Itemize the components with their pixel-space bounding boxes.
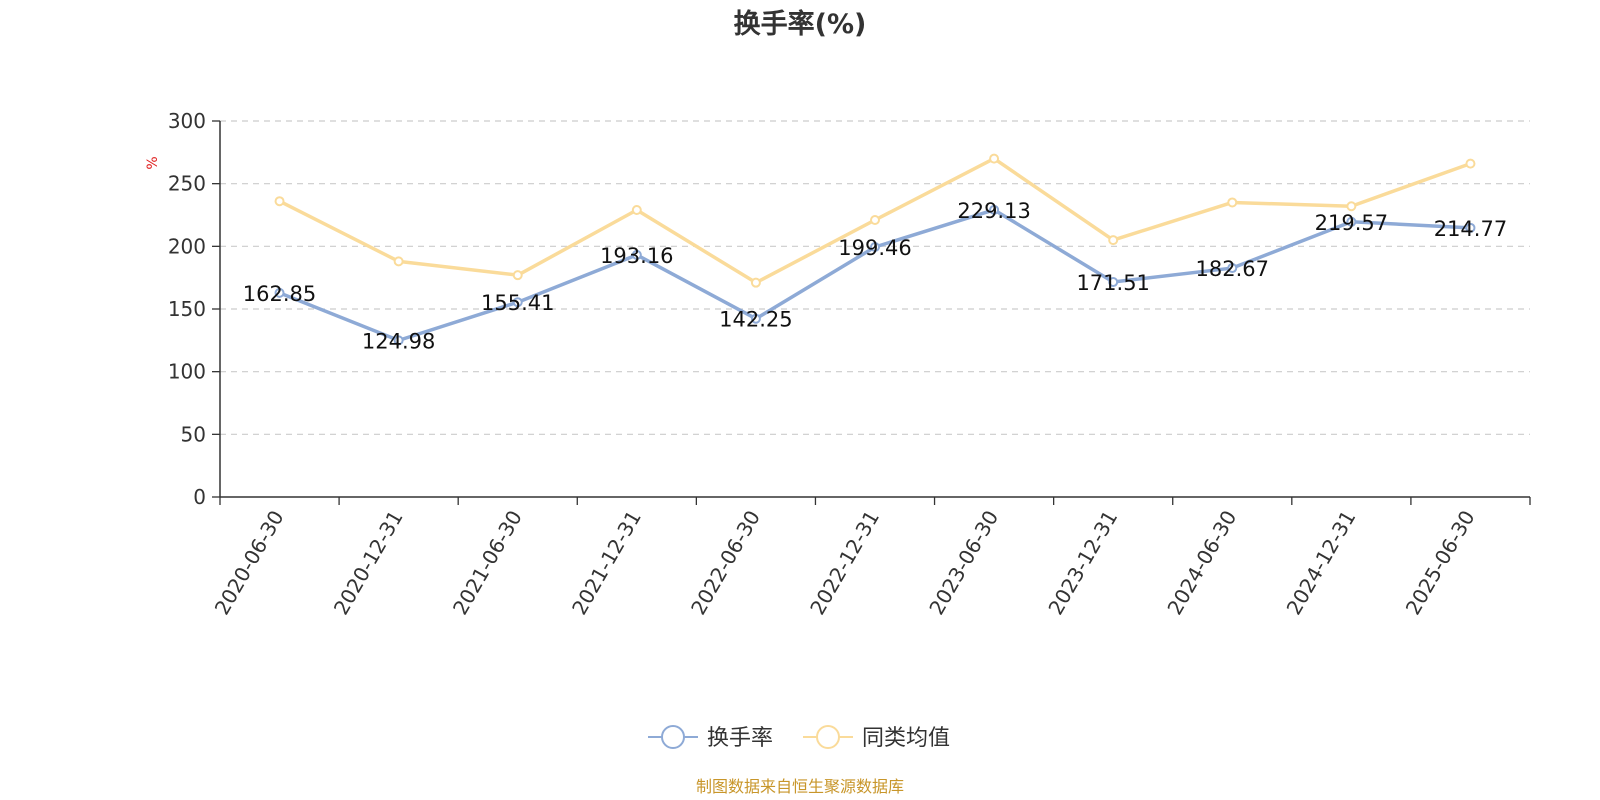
legend-item-peer-average[interactable]: 同类均值 xyxy=(803,725,950,751)
x-tick-label: 2023-06-30 xyxy=(924,506,1003,619)
x-tick-label: 2024-06-30 xyxy=(1162,506,1241,619)
data-point-turnover[interactable] xyxy=(1108,277,1119,288)
data-point-peer-average[interactable] xyxy=(512,270,523,281)
data-point-peer-average[interactable] xyxy=(989,153,1000,164)
data-point-turnover[interactable] xyxy=(989,204,1000,215)
y-tick-label: 100 xyxy=(168,360,206,384)
data-label-turnover: 155.41 xyxy=(481,291,554,315)
y-tick-label: 150 xyxy=(168,297,206,321)
legend-item-turnover[interactable]: 换手率 xyxy=(648,725,773,751)
x-tick-label: 2021-06-30 xyxy=(448,506,527,619)
data-point-turnover[interactable] xyxy=(1465,222,1476,233)
grid-lines xyxy=(220,120,1530,435)
x-tick-label: 2020-06-30 xyxy=(210,506,289,619)
x-tick-label: 2021-12-31 xyxy=(567,506,646,619)
axes: 0 50 100 150 200 250 300 2020-06-30 2020-12-31 20… xyxy=(168,109,1531,619)
data-label-turnover: 171.51 xyxy=(1076,271,1149,295)
data-point-turnover[interactable] xyxy=(631,249,642,260)
legend-circle-marker xyxy=(816,725,840,749)
data-point-peer-average[interactable] xyxy=(631,204,642,215)
x-tick-label: 2023-12-31 xyxy=(1043,506,1122,619)
legend-label: 换手率 xyxy=(707,726,773,751)
y-tick-label: 50 xyxy=(181,422,206,446)
data-point-peer-average[interactable] xyxy=(393,256,404,267)
y-tick-label: 200 xyxy=(168,234,206,258)
data-point-peer-average[interactable] xyxy=(1108,235,1119,246)
data-label-turnover: 214.77 xyxy=(1434,217,1507,241)
x-tick-label: 2022-06-30 xyxy=(686,506,765,619)
source-note: 制图数据来自恒生聚源数据库 xyxy=(696,777,904,796)
series-line-turnover xyxy=(277,208,1473,343)
legend[interactable]: 换手率 同类均值 xyxy=(648,725,950,751)
y-tick-label: 300 xyxy=(168,109,206,133)
x-tick-label: 2022-12-31 xyxy=(805,506,884,619)
data-point-turnover[interactable] xyxy=(274,287,285,298)
data-point-peer-average[interactable] xyxy=(750,277,761,288)
data-label-turnover: 142.25 xyxy=(719,308,792,332)
legend-label: 同类均值 xyxy=(862,726,950,751)
data-point-turnover[interactable] xyxy=(1346,216,1357,227)
data-labels: 162.85 124.98 155.41 193.16 142.25 199.46 229.… xyxy=(243,199,1507,354)
data-point-turnover[interactable] xyxy=(512,297,523,308)
y-tick-label: 250 xyxy=(168,172,206,196)
data-point-turnover[interactable] xyxy=(750,313,761,324)
data-label-turnover: 219.57 xyxy=(1315,211,1388,235)
x-tick-label: 2025-06-30 xyxy=(1401,506,1480,619)
data-point-peer-average[interactable] xyxy=(274,196,285,207)
data-label-turnover: 229.13 xyxy=(957,199,1030,223)
data-label-turnover: 182.67 xyxy=(1196,257,1269,281)
legend-circle-marker xyxy=(661,725,685,749)
y-axis-unit-label: % xyxy=(145,156,161,169)
data-point-peer-average[interactable] xyxy=(1346,201,1357,212)
y-tick-label: 0 xyxy=(193,485,206,509)
data-point-turnover[interactable] xyxy=(393,335,404,346)
data-point-peer-average[interactable] xyxy=(1227,197,1238,208)
data-label-turnover: 193.16 xyxy=(600,244,673,268)
data-point-peer-average[interactable] xyxy=(870,215,880,226)
data-label-turnover: 162.85 xyxy=(243,282,316,306)
x-tick-label: 2020-12-31 xyxy=(329,506,408,619)
data-label-turnover: 199.46 xyxy=(838,236,911,260)
data-label-turnover: 124.98 xyxy=(362,329,435,353)
data-point-turnover[interactable] xyxy=(1227,263,1238,274)
x-tick-label: 2024-12-31 xyxy=(1282,506,1361,619)
chart-title: 换手率(%) xyxy=(734,8,867,40)
data-point-turnover[interactable] xyxy=(870,242,880,253)
data-point-peer-average[interactable] xyxy=(1465,158,1476,169)
series-lines xyxy=(274,153,1476,346)
